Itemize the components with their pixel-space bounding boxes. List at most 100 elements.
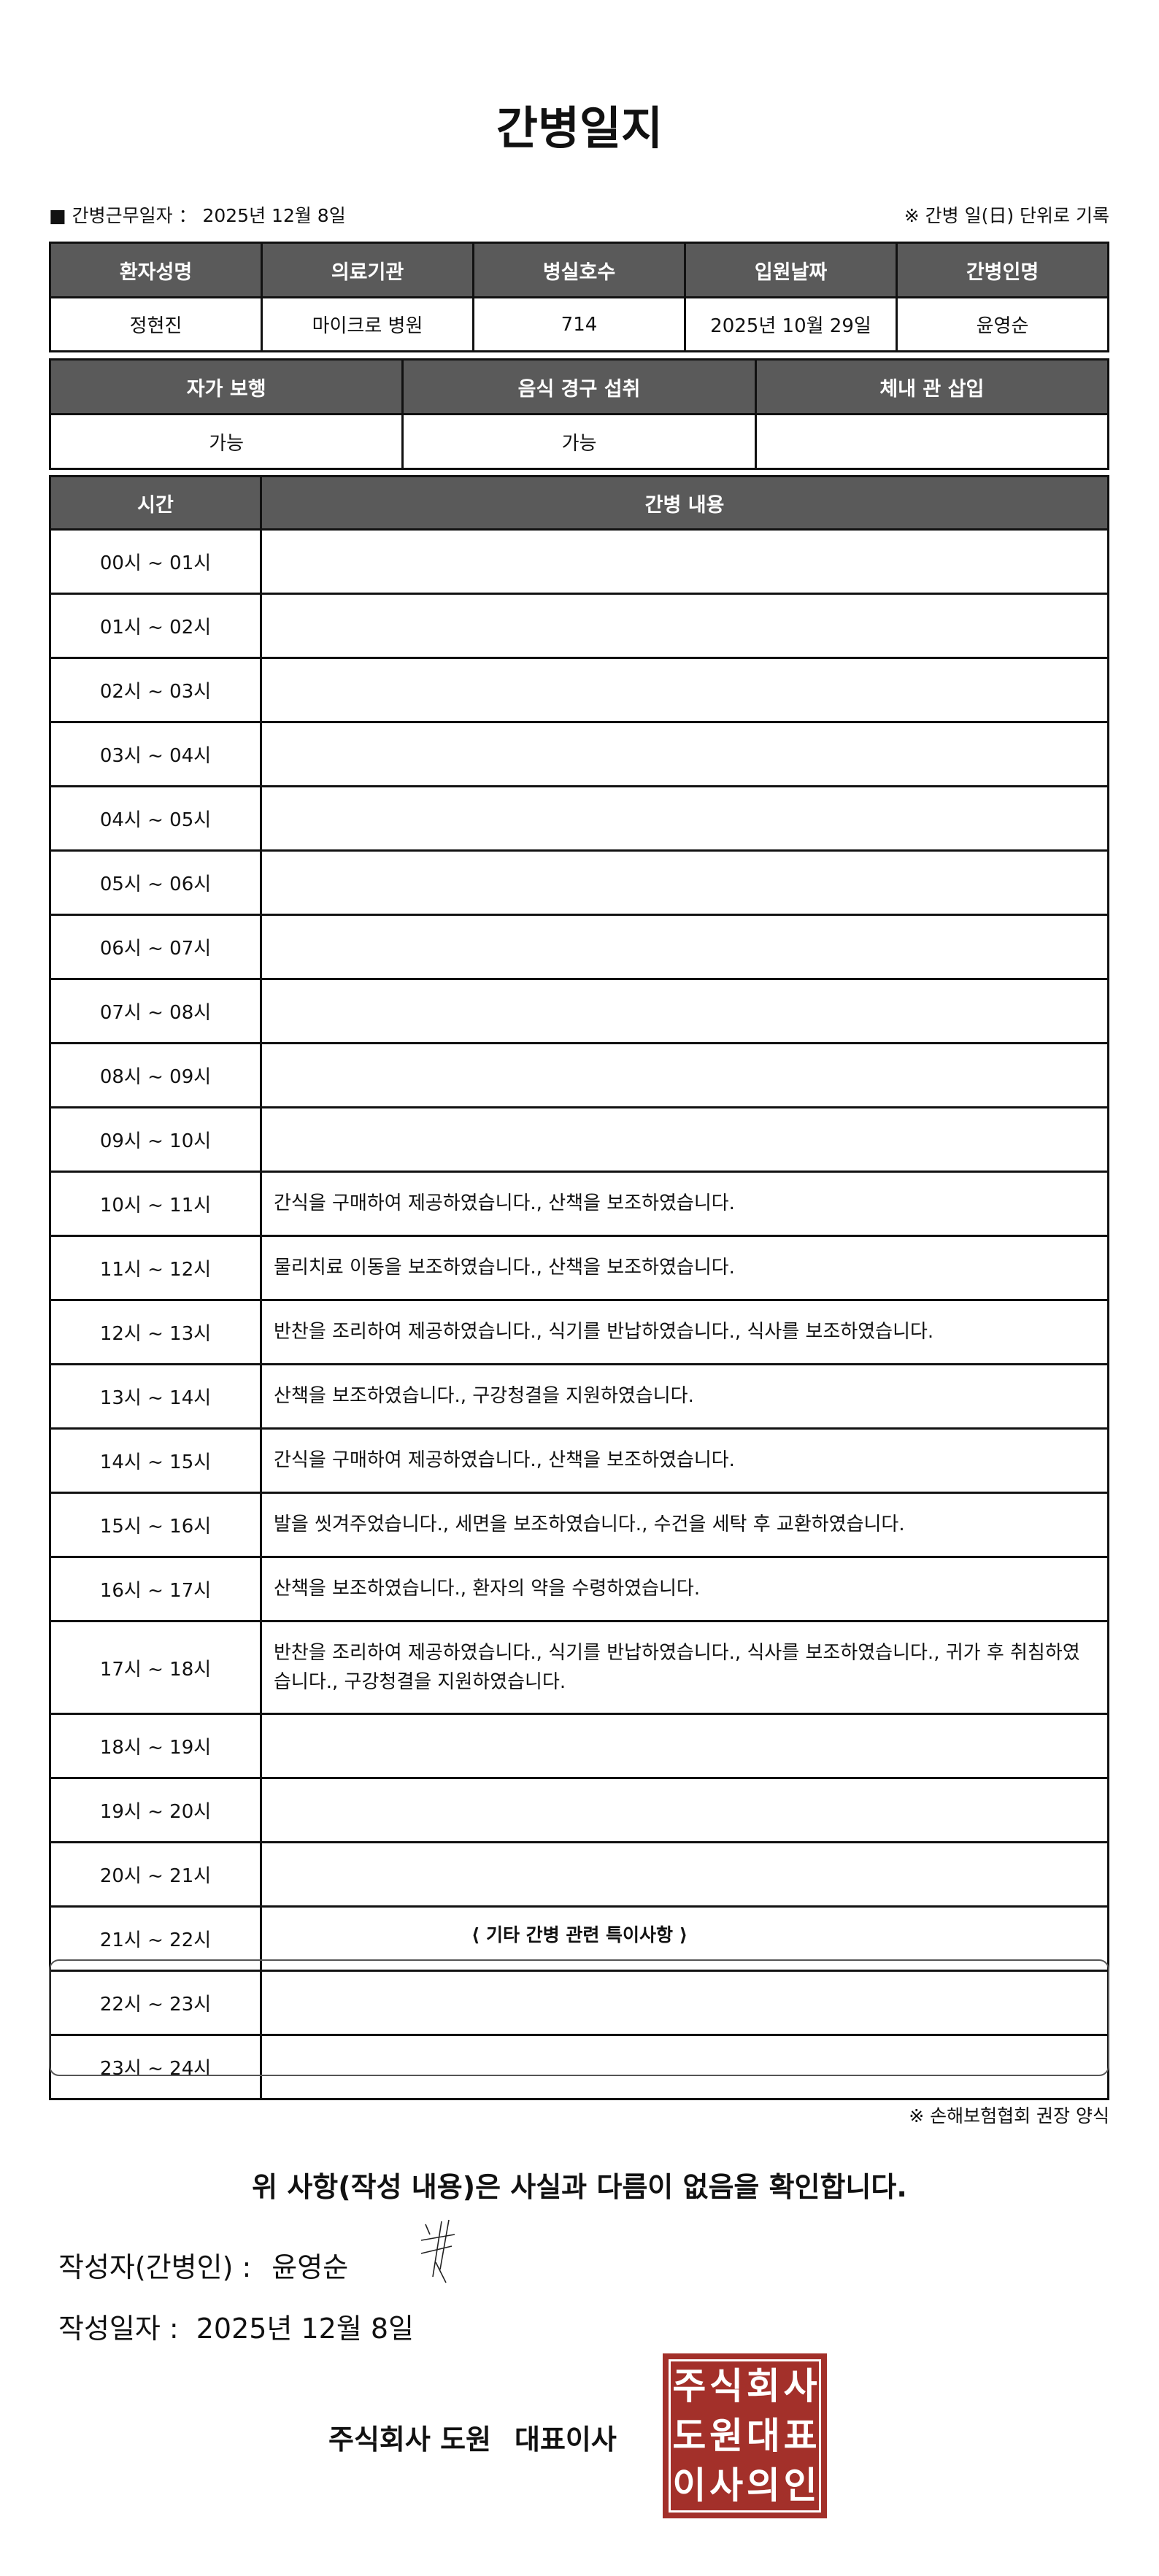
stamp-glyph: 의 [746, 2464, 780, 2507]
log-content: 간식을 구매하여 제공하였습니다., 산책을 보조하였습니다. [260, 1427, 1109, 1494]
work-date: ■ 간병근무일자 ： 2025년 12월 8일 [49, 201, 346, 228]
log-time: 07시 ~ 08시 [49, 978, 262, 1044]
log-time: 18시 ~ 19시 [49, 1713, 262, 1779]
log-row: 23시 ~ 24시 [49, 2034, 1109, 2100]
log-content [260, 593, 1109, 659]
log-time: 16시 ~ 17시 [49, 1556, 262, 1622]
log-row: 14시 ~ 15시 간식을 구매하여 제공하였습니다., 산책을 보조하였습니다. [49, 1427, 1109, 1494]
log-content: 반찬을 조리하여 제공하였습니다., 식기를 반납하였습니다., 식사를 보조하… [260, 1620, 1109, 1715]
write-date-label: 작성일자 : [58, 2313, 179, 2345]
form-note: ※ 손해보험협회 권장 양식 [909, 2105, 1109, 2126]
stamp-glyph: 회 [746, 2365, 780, 2407]
log-row: 04시 ~ 05시 [49, 785, 1109, 852]
write-date-line: 작성일자 : 2025년 12월 8일 [58, 2306, 414, 2346]
header-self-walking: 자가 보행 [48, 358, 404, 415]
stamp-glyph: 대 [746, 2415, 780, 2457]
stamp-glyph: 사 [783, 2365, 817, 2407]
log-row: 12시 ~ 13시 반찬을 조리하여 제공하였습니다., 식기를 반납하였습니다.… [49, 1299, 1109, 1365]
log-content [260, 978, 1109, 1044]
log-content [260, 1042, 1109, 1108]
log-content [260, 785, 1109, 852]
log-time: 03시 ~ 04시 [49, 721, 262, 787]
log-content: 산책을 보조하였습니다., 구강청결을 지원하였습니다. [260, 1363, 1109, 1430]
log-row: 06시 ~ 07시 [49, 914, 1109, 980]
stamp-glyph: 인 [783, 2464, 817, 2507]
log-content: 발을 씻겨주었습니다., 세면을 보조하였습니다., 수건을 세탁 후 교환하였… [260, 1492, 1109, 1558]
log-content: 간식을 구매하여 제공하였습니다., 산책을 보조하였습니다. [260, 1171, 1109, 1237]
header-room: 병실호수 [472, 242, 686, 298]
log-row: 17시 ~ 18시 반찬을 조리하여 제공하였습니다., 식기를 반납하였습니다.… [49, 1620, 1109, 1715]
log-time: 23시 ~ 24시 [49, 2034, 262, 2100]
log-row: 13시 ~ 14시 산책을 보조하였습니다., 구강청결을 지원하였습니다. [49, 1363, 1109, 1430]
log-time: 05시 ~ 06시 [49, 849, 262, 916]
caregiver-name: 윤영순 [896, 296, 1109, 352]
log-time: 19시 ~ 20시 [49, 1777, 262, 1843]
self-walking: 가능 [48, 413, 404, 470]
log-row: 02시 ~ 03시 [49, 657, 1109, 723]
stamp-glyph: 주 [672, 2365, 706, 2407]
oral-intake: 가능 [401, 413, 757, 470]
log-time: 02시 ~ 03시 [49, 657, 262, 723]
log-row: 11시 ~ 12시 물리치료 이동을 보조하였습니다., 산책을 보조하였습니다. [49, 1235, 1109, 1301]
log-content [260, 1106, 1109, 1173]
work-date-value: 2025년 12월 8일 [202, 205, 346, 226]
patient-info-table: 환자성명 의료기관 병실호수 입원날짜 간병인명 정현진 마이크로 병원 714… [49, 242, 1109, 352]
log-time: 20시 ~ 21시 [49, 1841, 262, 1908]
stamp-glyph: 원 [709, 2415, 744, 2457]
log-row: 22시 ~ 23시 [49, 1970, 1109, 2036]
representative-title: 대표이사 [515, 2423, 617, 2456]
log-row: 01시 ~ 02시 [49, 593, 1109, 659]
stamp-glyph: 이 [672, 2464, 706, 2507]
room-number: 714 [472, 296, 686, 352]
log-time: 17시 ~ 18시 [49, 1620, 262, 1715]
log-time: 06시 ~ 07시 [49, 914, 262, 980]
header-care-content: 간병 내용 [260, 475, 1109, 531]
log-row: 16시 ~ 17시 산책을 보조하였습니다., 환자의 약을 수령하였습니다. [49, 1556, 1109, 1622]
confirm-statement: 위 사항(작성 내용)은 사실과 다름이 없음을 확인합니다. [252, 2171, 907, 2203]
stamp-glyph: 표 [783, 2415, 817, 2457]
log-time: 00시 ~ 01시 [49, 528, 262, 595]
log-time: 09시 ~ 10시 [49, 1106, 262, 1173]
log-row: 05시 ~ 06시 [49, 849, 1109, 916]
log-content [260, 914, 1109, 980]
header-caregiver: 간병인명 [896, 242, 1109, 298]
log-time: 01시 ~ 02시 [49, 593, 262, 659]
log-time: 14시 ~ 15시 [49, 1427, 262, 1494]
header-admission-date: 입원날짜 [684, 242, 898, 298]
log-row: 00시 ~ 01시 [49, 528, 1109, 595]
unit-note: ※ 간병 일(日) 단위로 기록 [904, 205, 1109, 226]
etc-section-title: ⟨ 기타 간병 관련 특이사항 ⟩ [471, 1924, 688, 1946]
header-patient-name: 환자성명 [49, 242, 263, 298]
log-time: 22시 ~ 23시 [49, 1970, 262, 2036]
log-content [260, 1970, 1109, 2036]
log-row: 19시 ~ 20시 [49, 1777, 1109, 1843]
header-time: 시간 [49, 475, 262, 531]
stamp-glyph: 사 [709, 2464, 744, 2507]
log-content [260, 1841, 1109, 1908]
log-time: 11시 ~ 12시 [49, 1235, 262, 1301]
log-row: 15시 ~ 16시 발을 씻겨주었습니다., 세면을 보조하였습니다., 수건을 … [49, 1492, 1109, 1558]
log-time: 12시 ~ 13시 [49, 1299, 262, 1365]
page-title: 간병일지 [496, 101, 663, 155]
writer-label: 작성자(간병인) : [58, 2251, 252, 2283]
signature [420, 2219, 455, 2283]
log-row: 20시 ~ 21시 [49, 1841, 1109, 1908]
care-log-table: 시간 간병 내용 00시 ~ 01시 01시 ~ 02시 02시 ~ 03시 03시 … [49, 475, 1109, 2100]
log-row: 10시 ~ 11시 간식을 구매하여 제공하였습니다., 산책을 보조하였습니다. [49, 1171, 1109, 1237]
log-content [260, 721, 1109, 787]
log-content: 물리치료 이동을 보조하였습니다., 산책을 보조하였습니다. [260, 1235, 1109, 1301]
header-hospital: 의료기관 [261, 242, 474, 298]
write-date: 2025년 12월 8일 [196, 2313, 415, 2345]
patient-status-table: 자가 보행 음식 경구 섭취 체내 관 삽입 가능 가능 [48, 358, 1110, 470]
log-time: 13시 ~ 14시 [49, 1363, 262, 1430]
patient-name: 정현진 [49, 296, 263, 352]
tube-insertion [754, 413, 1110, 470]
log-content [260, 2034, 1109, 2100]
writer-name: 윤영순 [272, 2251, 349, 2283]
company-line: 주식회사 도원 대표이사 [328, 2417, 617, 2457]
log-time: 15시 ~ 16시 [49, 1492, 262, 1558]
work-date-label: ■ 간병근무일자 ： [49, 205, 197, 226]
log-row: 08시 ~ 09시 [49, 1042, 1109, 1108]
hospital: 마이크로 병원 [261, 296, 474, 352]
log-time: 10시 ~ 11시 [49, 1171, 262, 1237]
